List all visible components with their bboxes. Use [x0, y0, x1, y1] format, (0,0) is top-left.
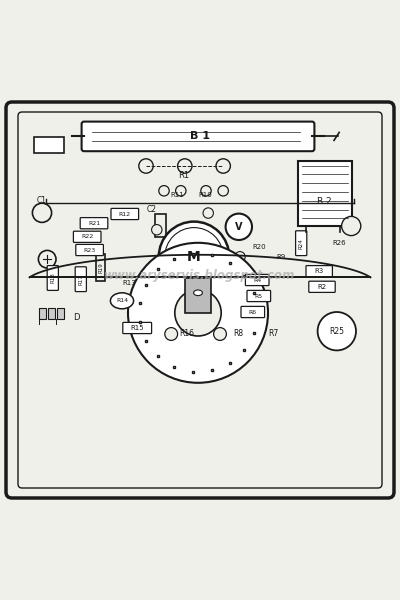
Circle shape [235, 251, 245, 262]
FancyBboxPatch shape [47, 266, 58, 290]
Text: R12: R12 [119, 212, 131, 217]
Circle shape [159, 221, 229, 292]
Text: R4: R4 [253, 277, 261, 283]
FancyBboxPatch shape [75, 267, 86, 292]
Circle shape [128, 243, 268, 383]
Ellipse shape [110, 293, 134, 309]
Circle shape [226, 214, 252, 240]
Text: R6: R6 [249, 310, 257, 314]
Bar [96, 254, 105, 281]
Text: R26: R26 [332, 240, 346, 246]
Text: R16: R16 [180, 329, 195, 338]
Circle shape [178, 159, 192, 173]
Text: R10: R10 [198, 192, 212, 198]
Text: R25: R25 [329, 326, 344, 335]
Circle shape [152, 224, 162, 235]
Circle shape [139, 159, 153, 173]
FancyBboxPatch shape [82, 122, 314, 151]
Text: B 2: B 2 [318, 197, 332, 206]
Circle shape [165, 227, 223, 286]
Text: R24: R24 [299, 238, 304, 248]
Circle shape [176, 185, 186, 196]
Text: C1: C1 [37, 196, 47, 205]
Circle shape [214, 328, 226, 340]
Text: R13: R13 [122, 280, 136, 286]
Text: R5: R5 [255, 293, 263, 298]
Bar [48, 308, 55, 319]
Text: M: M [187, 250, 201, 264]
Bar [57, 308, 64, 319]
Circle shape [159, 185, 169, 196]
Circle shape [203, 208, 214, 218]
Bar [34, 137, 64, 153]
Bar [298, 161, 352, 226]
Text: R1: R1 [178, 170, 190, 180]
Circle shape [175, 290, 221, 336]
FancyBboxPatch shape [246, 274, 269, 286]
Text: C2: C2 [147, 205, 157, 214]
FancyBboxPatch shape [309, 281, 335, 292]
Text: R22: R22 [81, 234, 93, 239]
Text: B 1: B 1 [190, 131, 210, 142]
Text: www.aryservis.blogspot.com: www.aryservis.blogspot.com [104, 269, 296, 281]
FancyBboxPatch shape [247, 290, 271, 302]
FancyBboxPatch shape [76, 244, 103, 256]
Text: D: D [74, 313, 80, 322]
FancyBboxPatch shape [6, 102, 394, 498]
Circle shape [38, 250, 56, 268]
FancyBboxPatch shape [74, 231, 101, 242]
Bar [155, 214, 166, 237]
Text: R8: R8 [234, 329, 244, 338]
Ellipse shape [194, 290, 202, 296]
Circle shape [318, 312, 356, 350]
Text: R23: R23 [84, 247, 96, 253]
Circle shape [216, 159, 230, 173]
Text: R7: R7 [268, 329, 278, 338]
FancyBboxPatch shape [306, 266, 332, 277]
Text: R11: R11 [170, 192, 184, 198]
FancyBboxPatch shape [296, 231, 307, 256]
Circle shape [201, 185, 211, 196]
Circle shape [32, 203, 52, 223]
Text: R9: R9 [276, 254, 286, 260]
Text: R20: R20 [252, 244, 266, 250]
Bar [185, 278, 211, 313]
FancyBboxPatch shape [80, 218, 108, 229]
FancyBboxPatch shape [111, 208, 138, 220]
Text: R14: R14 [116, 298, 128, 304]
Text: R17: R17 [78, 274, 83, 284]
Text: V: V [235, 222, 242, 232]
Text: R18: R18 [50, 272, 55, 283]
Circle shape [165, 328, 178, 340]
Circle shape [152, 278, 162, 289]
Bar [39, 308, 46, 319]
Text: R2: R2 [318, 284, 326, 290]
Text: R21: R21 [88, 221, 100, 226]
FancyBboxPatch shape [241, 307, 265, 317]
FancyBboxPatch shape [123, 322, 152, 334]
Text: R15: R15 [130, 325, 144, 331]
Text: R3: R3 [314, 268, 324, 274]
Circle shape [218, 185, 228, 196]
Text: R19: R19 [98, 262, 103, 272]
Circle shape [203, 295, 214, 306]
Circle shape [342, 217, 361, 236]
